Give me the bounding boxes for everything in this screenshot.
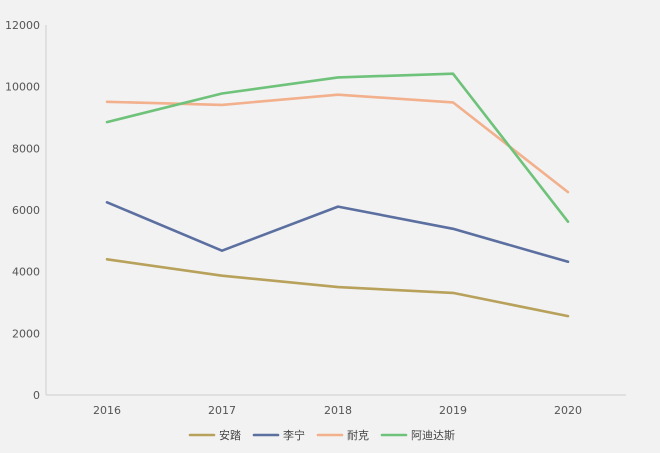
legend-label: 李宁: [283, 428, 305, 442]
y-tick-label: 0: [33, 389, 40, 402]
y-tick-label: 8000: [12, 142, 40, 155]
x-tick-label: 2016: [93, 404, 121, 417]
y-tick-label: 12000: [5, 19, 40, 32]
x-tick-label: 2018: [324, 404, 352, 417]
series-line: [105, 93, 570, 194]
legend: 安踏 李宁 耐克 阿迪达斯: [188, 428, 455, 442]
legend-label: 耐克: [347, 429, 369, 442]
series-lines: [105, 72, 570, 318]
y-tick-label: 4000: [12, 266, 40, 279]
x-axis-ticks: 2016 2017 2018 2019 2020: [93, 404, 582, 417]
series-line: [105, 201, 570, 264]
y-tick-label: 2000: [12, 327, 40, 340]
legend-label: 阿迪达斯: [411, 429, 455, 442]
y-tick-label: 6000: [12, 204, 40, 217]
legend-label: 安踏: [219, 428, 241, 442]
x-tick-label: 2017: [208, 404, 236, 417]
series-line: [105, 257, 570, 318]
y-tick-label: 10000: [5, 81, 40, 94]
series-line: [105, 72, 570, 223]
x-tick-label: 2019: [439, 404, 467, 417]
y-axis-ticks: 0 2000 4000 6000 8000 10000 12000: [5, 19, 40, 402]
x-tick-label: 2020: [554, 404, 582, 417]
